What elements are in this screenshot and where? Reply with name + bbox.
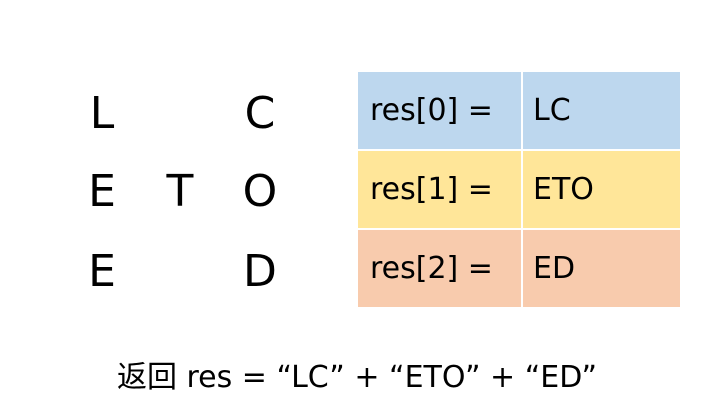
grid-letter-r2-c2: D (243, 246, 277, 297)
return-caption: 返回 res = “LC” + “ETO” + “ED” (116, 360, 598, 395)
result-row-0: res[0] = LC (358, 72, 680, 149)
result-label-1: res[1] = (358, 151, 523, 228)
grid-letter-r1-c1: T (166, 166, 194, 217)
result-label-2: res[2] = (358, 230, 523, 307)
result-value-1: ETO (533, 172, 594, 207)
grid-letter-r2-c0: E (88, 246, 116, 297)
result-label-0: res[0] = (358, 72, 523, 149)
grid-letter-r1-c0: E (88, 166, 116, 217)
result-value-0: LC (533, 93, 571, 128)
grid-letter-r0-c0: L (89, 88, 115, 139)
grid-letter-r1-c2: O (242, 166, 278, 217)
result-table: res[0] = LC res[1] = ETO res[2] = ED (358, 72, 680, 307)
result-row-1: res[1] = ETO (358, 151, 680, 228)
result-row-2: res[2] = ED (358, 230, 680, 307)
grid-letter-r0-c2: C (244, 88, 276, 139)
result-value-2: ED (533, 251, 576, 286)
